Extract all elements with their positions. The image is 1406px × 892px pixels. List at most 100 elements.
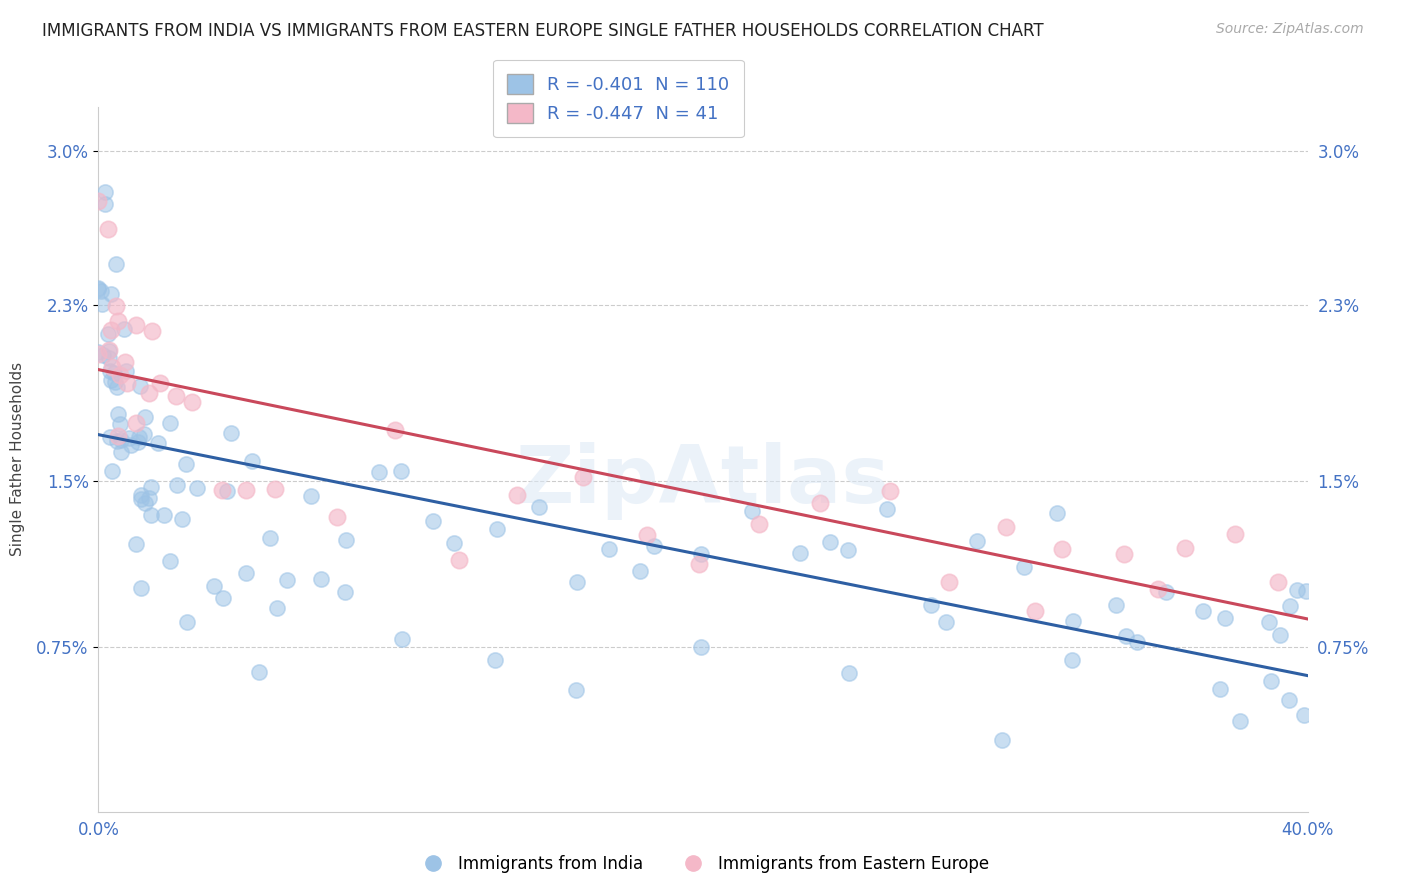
Point	[1192, 604, 1215, 618]
Text: Source: ZipAtlas.com: Source: ZipAtlas.com	[1216, 22, 1364, 37]
Point	[117, 376, 139, 390]
Point	[879, 483, 901, 498]
Point	[127, 434, 149, 449]
Point	[87, 347, 110, 361]
Point	[1154, 584, 1177, 599]
Point	[87, 194, 110, 209]
Point	[141, 508, 163, 523]
Point	[107, 429, 129, 443]
Point	[1285, 583, 1308, 598]
Point	[1295, 583, 1317, 598]
Point	[217, 484, 239, 499]
Point	[1278, 599, 1301, 613]
Point	[564, 683, 586, 698]
Point	[1223, 527, 1246, 541]
Point	[166, 478, 188, 492]
Point	[422, 514, 444, 528]
Point	[110, 445, 132, 459]
Point	[789, 546, 811, 560]
Point	[108, 417, 131, 432]
Point	[259, 531, 281, 545]
Point	[134, 410, 156, 425]
Point	[118, 431, 141, 445]
Point	[643, 539, 665, 553]
Point	[235, 566, 257, 581]
Point	[129, 581, 152, 595]
Point	[103, 366, 125, 380]
Point	[124, 417, 146, 431]
Point	[148, 436, 170, 450]
Point	[165, 389, 187, 403]
Point	[91, 347, 114, 361]
Point	[1213, 610, 1236, 624]
Point	[1062, 615, 1084, 629]
Point	[876, 501, 898, 516]
Point	[105, 434, 128, 449]
Point	[170, 512, 193, 526]
Point	[391, 632, 413, 646]
Point	[1046, 507, 1069, 521]
Point	[1060, 652, 1083, 666]
Point	[186, 481, 208, 495]
Point	[94, 185, 117, 199]
Text: ZipAtlas: ZipAtlas	[516, 442, 890, 519]
Point	[571, 470, 593, 484]
Point	[100, 359, 122, 374]
Point	[630, 564, 652, 578]
Point	[87, 345, 110, 359]
Point	[202, 579, 225, 593]
Point	[98, 343, 121, 357]
Point	[920, 598, 942, 612]
Point	[820, 535, 842, 549]
Point	[1268, 628, 1291, 642]
Point	[527, 500, 550, 515]
Point	[389, 464, 412, 478]
Point	[98, 430, 121, 444]
Point	[108, 368, 131, 382]
Point	[1294, 707, 1316, 722]
Point	[247, 665, 270, 680]
Point	[110, 433, 132, 447]
Point	[104, 375, 127, 389]
Point	[1105, 598, 1128, 612]
Point	[112, 322, 135, 336]
Legend: R = -0.401  N = 110, R = -0.447  N = 41: R = -0.401 N = 110, R = -0.447 N = 41	[494, 60, 744, 137]
Point	[1012, 560, 1035, 574]
Point	[87, 281, 110, 295]
Point	[125, 537, 148, 551]
Point	[506, 488, 529, 502]
Point	[484, 653, 506, 667]
Point	[97, 351, 120, 365]
Point	[636, 528, 658, 542]
Point	[125, 318, 148, 333]
Point	[449, 553, 471, 567]
Point	[120, 438, 142, 452]
Point	[100, 373, 122, 387]
Point	[299, 489, 322, 503]
Point	[138, 386, 160, 401]
Point	[134, 496, 156, 510]
Point	[1278, 693, 1301, 707]
Point	[128, 430, 150, 444]
Point	[105, 256, 128, 270]
Point	[368, 465, 391, 479]
Point	[152, 508, 174, 522]
Point	[333, 585, 356, 599]
Point	[159, 554, 181, 568]
Point	[115, 363, 138, 377]
Point	[994, 520, 1017, 534]
Text: IMMIGRANTS FROM INDIA VS IMMIGRANTS FROM EASTERN EUROPE SINGLE FATHER HOUSEHOLDS: IMMIGRANTS FROM INDIA VS IMMIGRANTS FROM…	[42, 22, 1043, 40]
Point	[176, 615, 198, 629]
Point	[991, 733, 1014, 747]
Point	[212, 591, 235, 605]
Point	[565, 575, 588, 590]
Point	[1024, 604, 1046, 618]
Point	[129, 492, 152, 507]
Point	[174, 458, 197, 472]
Point	[114, 355, 136, 369]
Point	[97, 343, 120, 358]
Point	[1209, 681, 1232, 696]
Point	[276, 573, 298, 587]
Point	[90, 284, 112, 298]
Point	[1125, 635, 1147, 649]
